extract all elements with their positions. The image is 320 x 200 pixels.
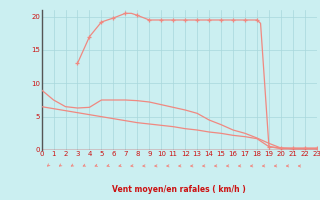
Text: Vent moyen/en rafales ( km/h ): Vent moyen/en rafales ( km/h ) [112, 184, 246, 194]
